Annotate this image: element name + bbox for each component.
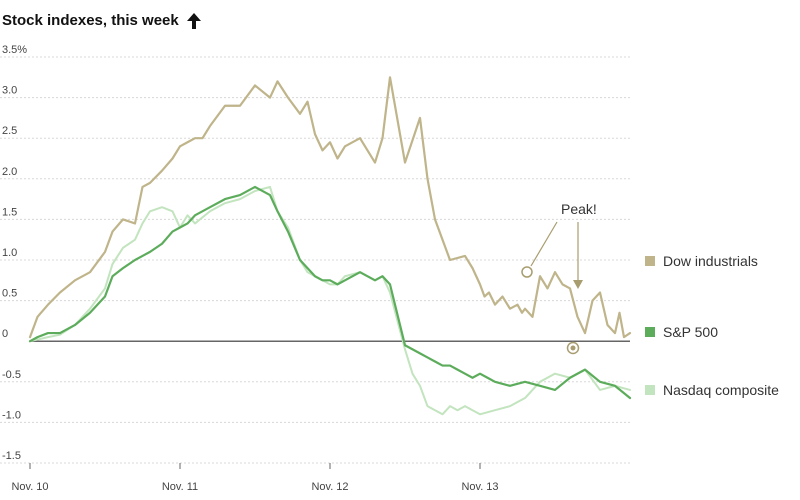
series-line-nasdaq-composite [29, 185, 631, 416]
y-tick-label: -1.5 [2, 450, 21, 462]
chart-title: Stock indexes, this week [2, 12, 179, 29]
peak-arrowhead-icon [573, 280, 583, 289]
x-axis-ticks: Nov. 10 Nov. 11 Nov. 12 Nov. 13 [11, 463, 499, 493]
x-tick-label: Nov. 11 [162, 481, 198, 493]
x-tick-label: Nov. 12 [311, 481, 348, 493]
series-line-dow-industrials [28, 76, 632, 339]
legend-label: Dow industrials [663, 253, 758, 269]
legend-label: Nasdaq composite [663, 382, 779, 398]
up-arrow-icon [186, 12, 201, 29]
y-tick-label: 0 [2, 328, 8, 340]
y-tick-label: 2.0 [2, 166, 17, 178]
legend-swatch [645, 256, 655, 266]
x-tick-label: Nov. 13 [461, 481, 498, 493]
series-line-s-p-500 [28, 185, 632, 400]
y-tick-label: 0.5 [2, 288, 17, 300]
x-tick-label: Nov. 10 [11, 481, 48, 493]
y-tick-label: -1.0 [2, 409, 21, 421]
y-axis-ticks: 3.5% 3.0 2.5 2.0 1.5 1.0 0.5 0 -0.5 -1.0 -1.5 [2, 44, 27, 462]
legend-swatch [645, 385, 655, 395]
y-tick-label: -0.5 [2, 369, 21, 381]
sp500-peak-marker-dot [570, 345, 576, 351]
grid-lines [0, 56, 630, 464]
y-tick-label: 2.5 [2, 125, 17, 137]
series-lines [28, 76, 632, 416]
legend-label: S&P 500 [663, 324, 718, 340]
peak-annotation-label: Peak! [561, 201, 597, 217]
y-tick-label: 1.5 [2, 206, 17, 218]
peak-pointer-line [530, 221, 558, 267]
y-tick-label: 3.0 [2, 85, 17, 97]
dow-peak-marker [521, 266, 533, 278]
legend-swatch [645, 327, 655, 337]
legend: Dow industrials S&P 500 Nasdaq composite [645, 253, 779, 398]
chart-title-row: Stock indexes, this week [2, 12, 201, 29]
peak-annotation: Peak! [521, 201, 597, 355]
y-tick-label: 3.5% [2, 44, 27, 56]
y-tick-label: 1.0 [2, 247, 17, 259]
